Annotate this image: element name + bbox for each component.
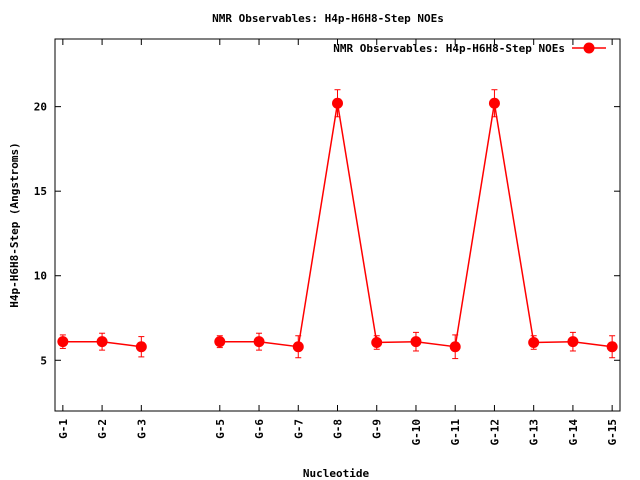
data-point <box>449 341 461 353</box>
chart-title: NMR Observables: H4p-H6H8-Step NOEs <box>212 12 444 25</box>
data-point <box>488 97 500 109</box>
data-point <box>253 336 265 348</box>
y-tick-label: 15 <box>34 185 47 198</box>
x-tick-label: G-12 <box>488 419 501 446</box>
data-point <box>135 341 147 353</box>
data-point <box>410 336 422 348</box>
series-line-segment-1 <box>219 103 613 348</box>
y-axis-label: H4p-H6H8-Step (Angstroms) <box>8 142 21 308</box>
data-point <box>606 341 618 353</box>
y-tick-label: 5 <box>40 354 47 367</box>
data-point <box>96 336 108 348</box>
y-tick-label: 20 <box>34 101 47 114</box>
data-point <box>567 336 579 348</box>
x-tick-label: G-11 <box>449 419 462 446</box>
x-tick-label: G-1 <box>57 419 70 439</box>
x-axis: G-1 G-2 G-3 G-5 G-6 G-7 G-8 G-9 G-10 G-11 G-12 G-13… <box>57 39 619 446</box>
legend-marker <box>583 42 595 54</box>
legend-label: NMR Observables: H4p-H6H8-Step NOEs <box>333 42 565 55</box>
data-point <box>292 341 304 353</box>
y-axis: 5 10 15 20 <box>34 101 620 367</box>
x-tick-label: G-13 <box>528 419 541 446</box>
data-point <box>332 97 343 109</box>
legend: NMR Observables: H4p-H6H8-Step NOEs <box>333 42 606 55</box>
x-tick-label: G-14 <box>567 419 580 446</box>
x-axis-label: Nucleotide <box>303 467 370 480</box>
x-tick-label: G-5 <box>214 419 227 439</box>
data-point <box>57 336 69 348</box>
x-tick-label: G-15 <box>606 419 619 446</box>
x-tick-label: G-2 <box>96 419 109 439</box>
series-layer <box>57 89 618 360</box>
x-tick-label: G-7 <box>292 419 305 439</box>
x-tick-label: G-6 <box>253 419 266 439</box>
y-tick-label: 10 <box>34 270 47 283</box>
data-point <box>528 337 540 349</box>
x-tick-label: G-9 <box>371 419 384 439</box>
x-tick-label: G-10 <box>410 419 423 446</box>
data-point <box>214 336 226 348</box>
x-tick-label: G-3 <box>135 419 148 439</box>
x-tick-label: G-8 <box>332 419 345 439</box>
data-point <box>371 337 383 349</box>
